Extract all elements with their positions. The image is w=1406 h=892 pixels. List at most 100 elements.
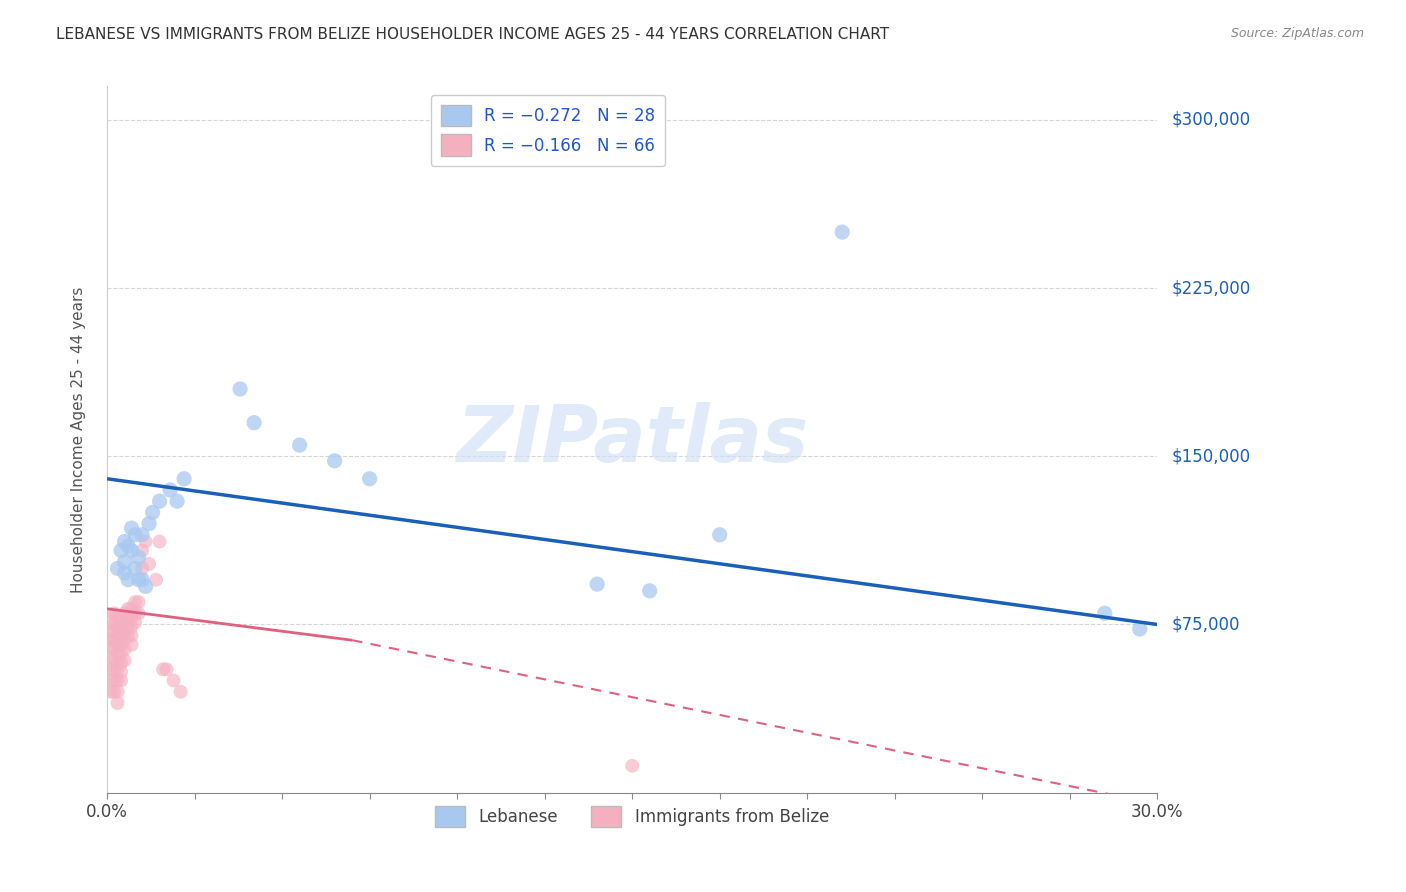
Point: [149, 534, 172, 549]
Point: [114, 633, 136, 648]
Point: [103, 673, 125, 688]
Point: [138, 557, 160, 571]
Point: [121, 629, 143, 643]
Point: [103, 685, 125, 699]
Text: $225,000: $225,000: [1171, 279, 1250, 297]
Point: [103, 651, 125, 665]
Text: Source: ZipAtlas.com: Source: ZipAtlas.com: [1230, 27, 1364, 40]
Y-axis label: Householder Income Ages 25 - 44 years: Householder Income Ages 25 - 44 years: [72, 286, 86, 592]
Point: [107, 638, 129, 652]
Point: [110, 665, 132, 679]
Point: [124, 595, 146, 609]
Point: [100, 633, 122, 648]
Point: [117, 620, 139, 634]
Point: [128, 573, 150, 587]
Point: [110, 543, 132, 558]
Point: [117, 602, 139, 616]
Point: [131, 528, 153, 542]
Point: [107, 647, 129, 661]
Point: [131, 573, 153, 587]
Point: [128, 550, 150, 565]
Point: [114, 615, 136, 630]
Text: $75,000: $75,000: [1171, 615, 1240, 633]
Point: [114, 555, 136, 569]
Text: LEBANESE VS IMMIGRANTS FROM BELIZE HOUSEHOLDER INCOME AGES 25 - 44 YEARS CORRELA: LEBANESE VS IMMIGRANTS FROM BELIZE HOUSE…: [56, 27, 890, 42]
Point: [100, 611, 122, 625]
Point: [107, 696, 129, 710]
Point: [114, 624, 136, 639]
Point: [1129, 622, 1152, 636]
Point: [110, 629, 132, 643]
Point: [114, 607, 136, 621]
Point: [359, 472, 381, 486]
Point: [149, 494, 172, 508]
Point: [110, 611, 132, 625]
Point: [117, 573, 139, 587]
Point: [103, 607, 125, 621]
Point: [103, 633, 125, 648]
Point: [103, 640, 125, 654]
Point: [103, 662, 125, 676]
Point: [107, 673, 129, 688]
Point: [110, 647, 132, 661]
Point: [145, 573, 167, 587]
Point: [135, 534, 157, 549]
Point: [831, 225, 853, 239]
Point: [131, 543, 153, 558]
Point: [107, 685, 129, 699]
Point: [100, 640, 122, 654]
Point: [128, 607, 150, 621]
Legend: Lebanese, Immigrants from Belize: Lebanese, Immigrants from Belize: [429, 799, 835, 834]
Point: [621, 758, 644, 772]
Point: [586, 577, 609, 591]
Point: [114, 642, 136, 657]
Point: [121, 638, 143, 652]
Point: [243, 416, 266, 430]
Point: [114, 566, 136, 580]
Point: [100, 662, 122, 676]
Point: [124, 607, 146, 621]
Point: [124, 561, 146, 575]
Point: [323, 454, 346, 468]
Point: [169, 685, 191, 699]
Point: [114, 534, 136, 549]
Point: [121, 521, 143, 535]
Point: [159, 483, 181, 497]
Point: [100, 673, 122, 688]
Point: [110, 673, 132, 688]
Point: [638, 583, 661, 598]
Point: [121, 620, 143, 634]
Point: [162, 673, 184, 688]
Point: [103, 624, 125, 639]
Point: [117, 539, 139, 553]
Point: [121, 611, 143, 625]
Point: [135, 579, 157, 593]
Point: [110, 620, 132, 634]
Text: $150,000: $150,000: [1171, 447, 1250, 466]
Point: [173, 472, 195, 486]
Point: [709, 528, 731, 542]
Point: [229, 382, 252, 396]
Point: [124, 615, 146, 630]
Point: [103, 617, 125, 632]
Point: [107, 662, 129, 676]
Point: [152, 662, 174, 676]
Point: [107, 629, 129, 643]
Point: [128, 595, 150, 609]
Point: [131, 561, 153, 575]
Text: ZIPatlas: ZIPatlas: [456, 401, 808, 477]
Point: [114, 653, 136, 667]
Point: [100, 685, 122, 699]
Point: [138, 516, 160, 531]
Point: [107, 561, 129, 575]
Point: [107, 620, 129, 634]
Point: [117, 629, 139, 643]
Point: [142, 505, 165, 519]
Point: [110, 638, 132, 652]
Point: [100, 624, 122, 639]
Point: [288, 438, 311, 452]
Point: [107, 611, 129, 625]
Point: [110, 656, 132, 670]
Point: [100, 651, 122, 665]
Point: [166, 494, 188, 508]
